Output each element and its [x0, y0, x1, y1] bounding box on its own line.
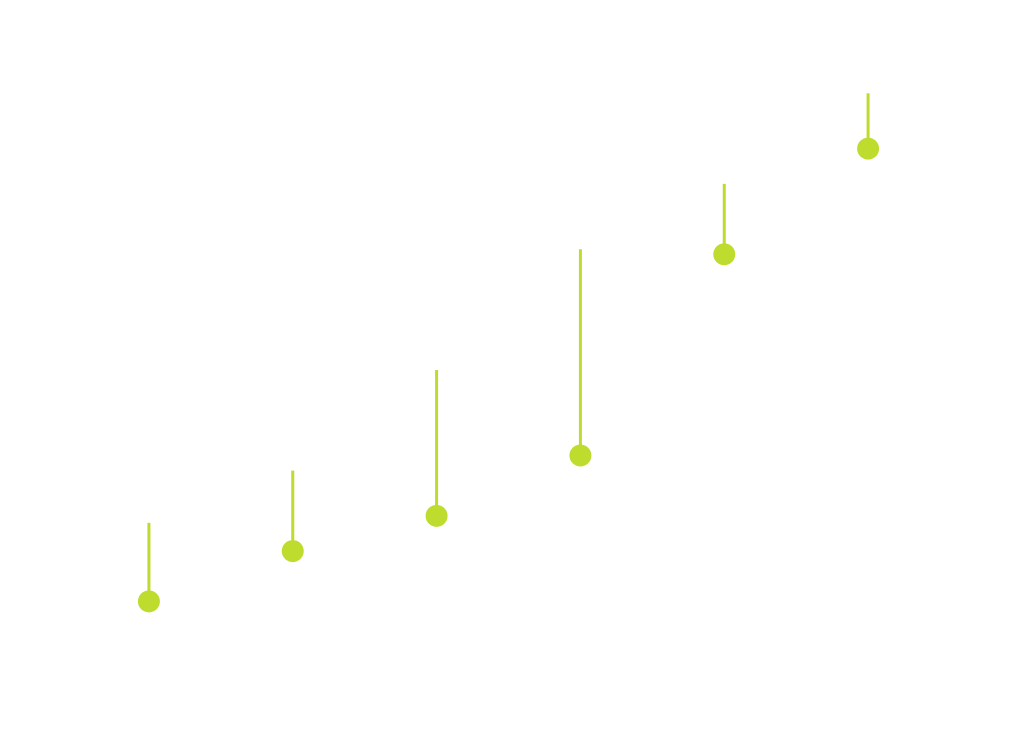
- data-point-4: [569, 444, 592, 467]
- data-point-5: [713, 243, 736, 266]
- chart-marks: [137, 93, 880, 613]
- data-point-3: [425, 504, 448, 527]
- data-point-2: [281, 540, 304, 563]
- data-point-6: [857, 137, 880, 160]
- data-point-1: [137, 590, 160, 613]
